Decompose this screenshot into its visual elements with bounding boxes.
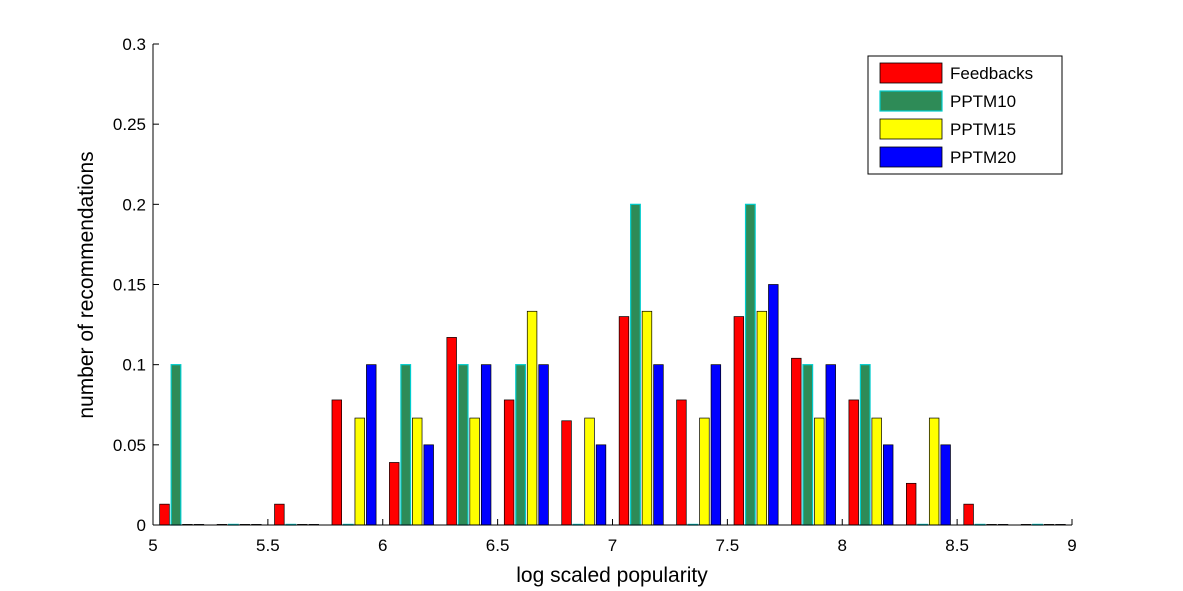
y-tick-label-0.2: 0.2 [122, 195, 146, 214]
bar-feedbacks-14 [906, 482, 917, 526]
bar-feedbacks-1 [159, 503, 170, 526]
bar-feedbacks-15 [963, 503, 974, 526]
bar-feedbacks-6 [446, 337, 457, 526]
bar-pptm10-12 [802, 364, 814, 526]
bar-pptm15-7 [526, 310, 538, 526]
x-tick-label-7: 7 [608, 536, 617, 555]
axes: 5 5.5 6 6.5 7 7.5 8 8.5 9 0 0.05 0.1 0.15 0.2 0.25 0.3 [113, 35, 1077, 555]
legend-swatch-pptm10 [879, 90, 943, 112]
bar-feedbacks-5 [389, 462, 400, 526]
bar-pptm15-8 [584, 417, 595, 526]
bar-pptm20-10 [710, 364, 722, 526]
bar-pptm10-1 [170, 364, 182, 526]
bar-pptm10-11 [744, 203, 756, 526]
legend-label-pptm20: PPTM20 [950, 148, 1016, 167]
bar-feedbacks-4 [331, 399, 342, 526]
y-tick-label-0.05: 0.05 [113, 436, 146, 455]
bar-feedbacks-3 [274, 503, 285, 526]
bar-feedbacks-7 [503, 399, 515, 526]
bar-pptm10-7 [515, 364, 527, 526]
bar-pptm20-9 [653, 364, 664, 526]
bar-pptm20-4 [366, 364, 377, 526]
x-tick-label-5.5: 5.5 [256, 536, 280, 555]
bar-pptm15-9 [641, 310, 653, 526]
legend-swatch-pptm20 [879, 146, 943, 168]
bar-feedbacks-8 [561, 420, 572, 526]
y-axis-label: number of recommendations [75, 151, 98, 418]
y-tick-label-0: 0 [137, 516, 146, 535]
bar-pptm15-4 [354, 417, 365, 526]
bar-pptm20-8 [595, 444, 607, 526]
bar-pptm15-5 [412, 417, 423, 526]
x-tick-label-9: 9 [1067, 536, 1076, 555]
y-tick-label-0.25: 0.25 [113, 115, 146, 134]
x-tick-label-6: 6 [378, 536, 387, 555]
legend-label-pptm15: PPTM15 [950, 120, 1016, 139]
legend-swatch-feedbacks [879, 62, 943, 84]
x-tick-label-5: 5 [148, 536, 157, 555]
y-tick-label-0.1: 0.1 [122, 356, 146, 375]
bar-feedbacks-9 [618, 316, 630, 526]
bar-pptm20-7 [538, 364, 549, 526]
bar-pptm20-13 [883, 444, 894, 526]
bar-pptm10-13 [859, 364, 871, 526]
y-tick-label-0.15: 0.15 [113, 276, 146, 295]
bar-pptm15-13 [871, 417, 882, 526]
legend-label-feedbacks: Feedbacks [950, 64, 1033, 83]
bar-pptm15-10 [699, 417, 710, 526]
bar-pptm20-6 [480, 364, 492, 526]
legend-swatch-pptm15 [879, 118, 943, 140]
bar-pptm15-12 [814, 417, 825, 526]
bar-feedbacks-13 [848, 399, 859, 526]
legend-label-pptm10: PPTM10 [950, 92, 1016, 111]
bar-feedbacks-11 [733, 316, 745, 526]
bar-pptm20-12 [825, 364, 836, 526]
bar-feedbacks-10 [676, 399, 687, 526]
bar-pptm10-9 [630, 203, 641, 526]
x-tick-label-8.5: 8.5 [945, 536, 969, 555]
x-axis-label: log scaled popularity [516, 564, 708, 587]
bar-pptm15-6 [469, 417, 480, 526]
x-tick-label-6.5: 6.5 [486, 536, 510, 555]
bar-feedbacks-12 [791, 357, 802, 526]
bar-pptm20-5 [423, 444, 434, 526]
x-tick-label-8: 8 [838, 536, 847, 555]
y-tick-label-0.3: 0.3 [122, 35, 146, 54]
bar-pptm15-11 [756, 310, 768, 526]
bar-pptm20-14 [940, 444, 951, 526]
bar-pptm10-5 [400, 364, 412, 526]
bar-pptm10-6 [457, 364, 469, 526]
bar-pptm15-14 [928, 417, 940, 526]
bar-pptm20-11 [768, 284, 779, 526]
x-tick-label-7.5: 7.5 [716, 536, 740, 555]
legend: Feedbacks PPTM10 PPTM15 PPTM20 [867, 55, 1063, 175]
